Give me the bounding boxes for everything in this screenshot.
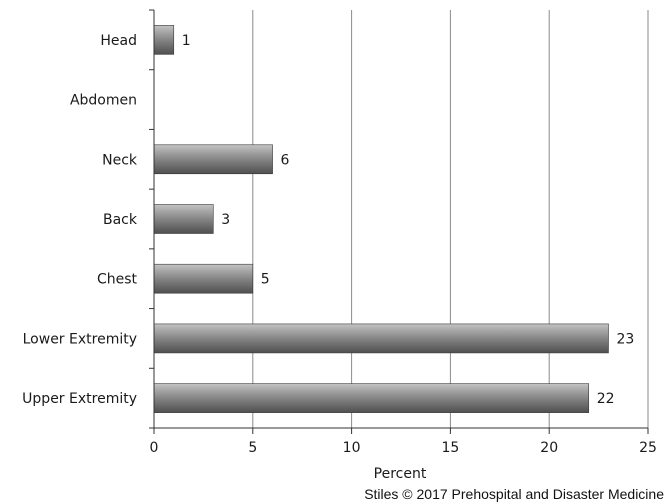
bar-back — [153, 204, 214, 234]
chart-svg: 0 5 10 15 20 25 Head 1 Abdomen Neck 6 Back 3 Chest 5 Lo… — [22, 9, 657, 480]
data-label: 5 — [261, 272, 270, 288]
bar-lower-extremity — [153, 323, 609, 354]
bar-neck — [153, 144, 273, 175]
data-label: 22 — [597, 391, 615, 407]
x-tick-label: 5 — [248, 440, 257, 456]
category-label: Back — [103, 212, 138, 228]
x-axis-title: Percent — [374, 466, 427, 480]
category-label: Upper Extremity — [22, 391, 137, 407]
x-tick-label: 15 — [441, 440, 459, 456]
data-label: 1 — [182, 33, 191, 49]
x-tick-label: 0 — [150, 440, 159, 456]
data-label: 3 — [221, 212, 230, 228]
category-label: Chest — [97, 272, 138, 288]
x-tick-label: 25 — [639, 440, 657, 456]
category-label: Head — [100, 33, 137, 49]
data-label: 6 — [281, 152, 290, 168]
category-label: Neck — [102, 152, 138, 168]
credit-line: Stiles © 2017 Prehospital and Disaster M… — [364, 486, 664, 502]
bar-upper-extremity — [153, 383, 590, 413]
data-label: 23 — [616, 331, 634, 347]
bar-chest — [153, 263, 254, 294]
category-label: Abdomen — [70, 93, 137, 109]
x-tick-label: 10 — [343, 440, 361, 456]
category-label: Lower Extremity — [23, 331, 137, 347]
x-tick-label: 20 — [540, 440, 558, 456]
bar-head — [153, 25, 175, 55]
